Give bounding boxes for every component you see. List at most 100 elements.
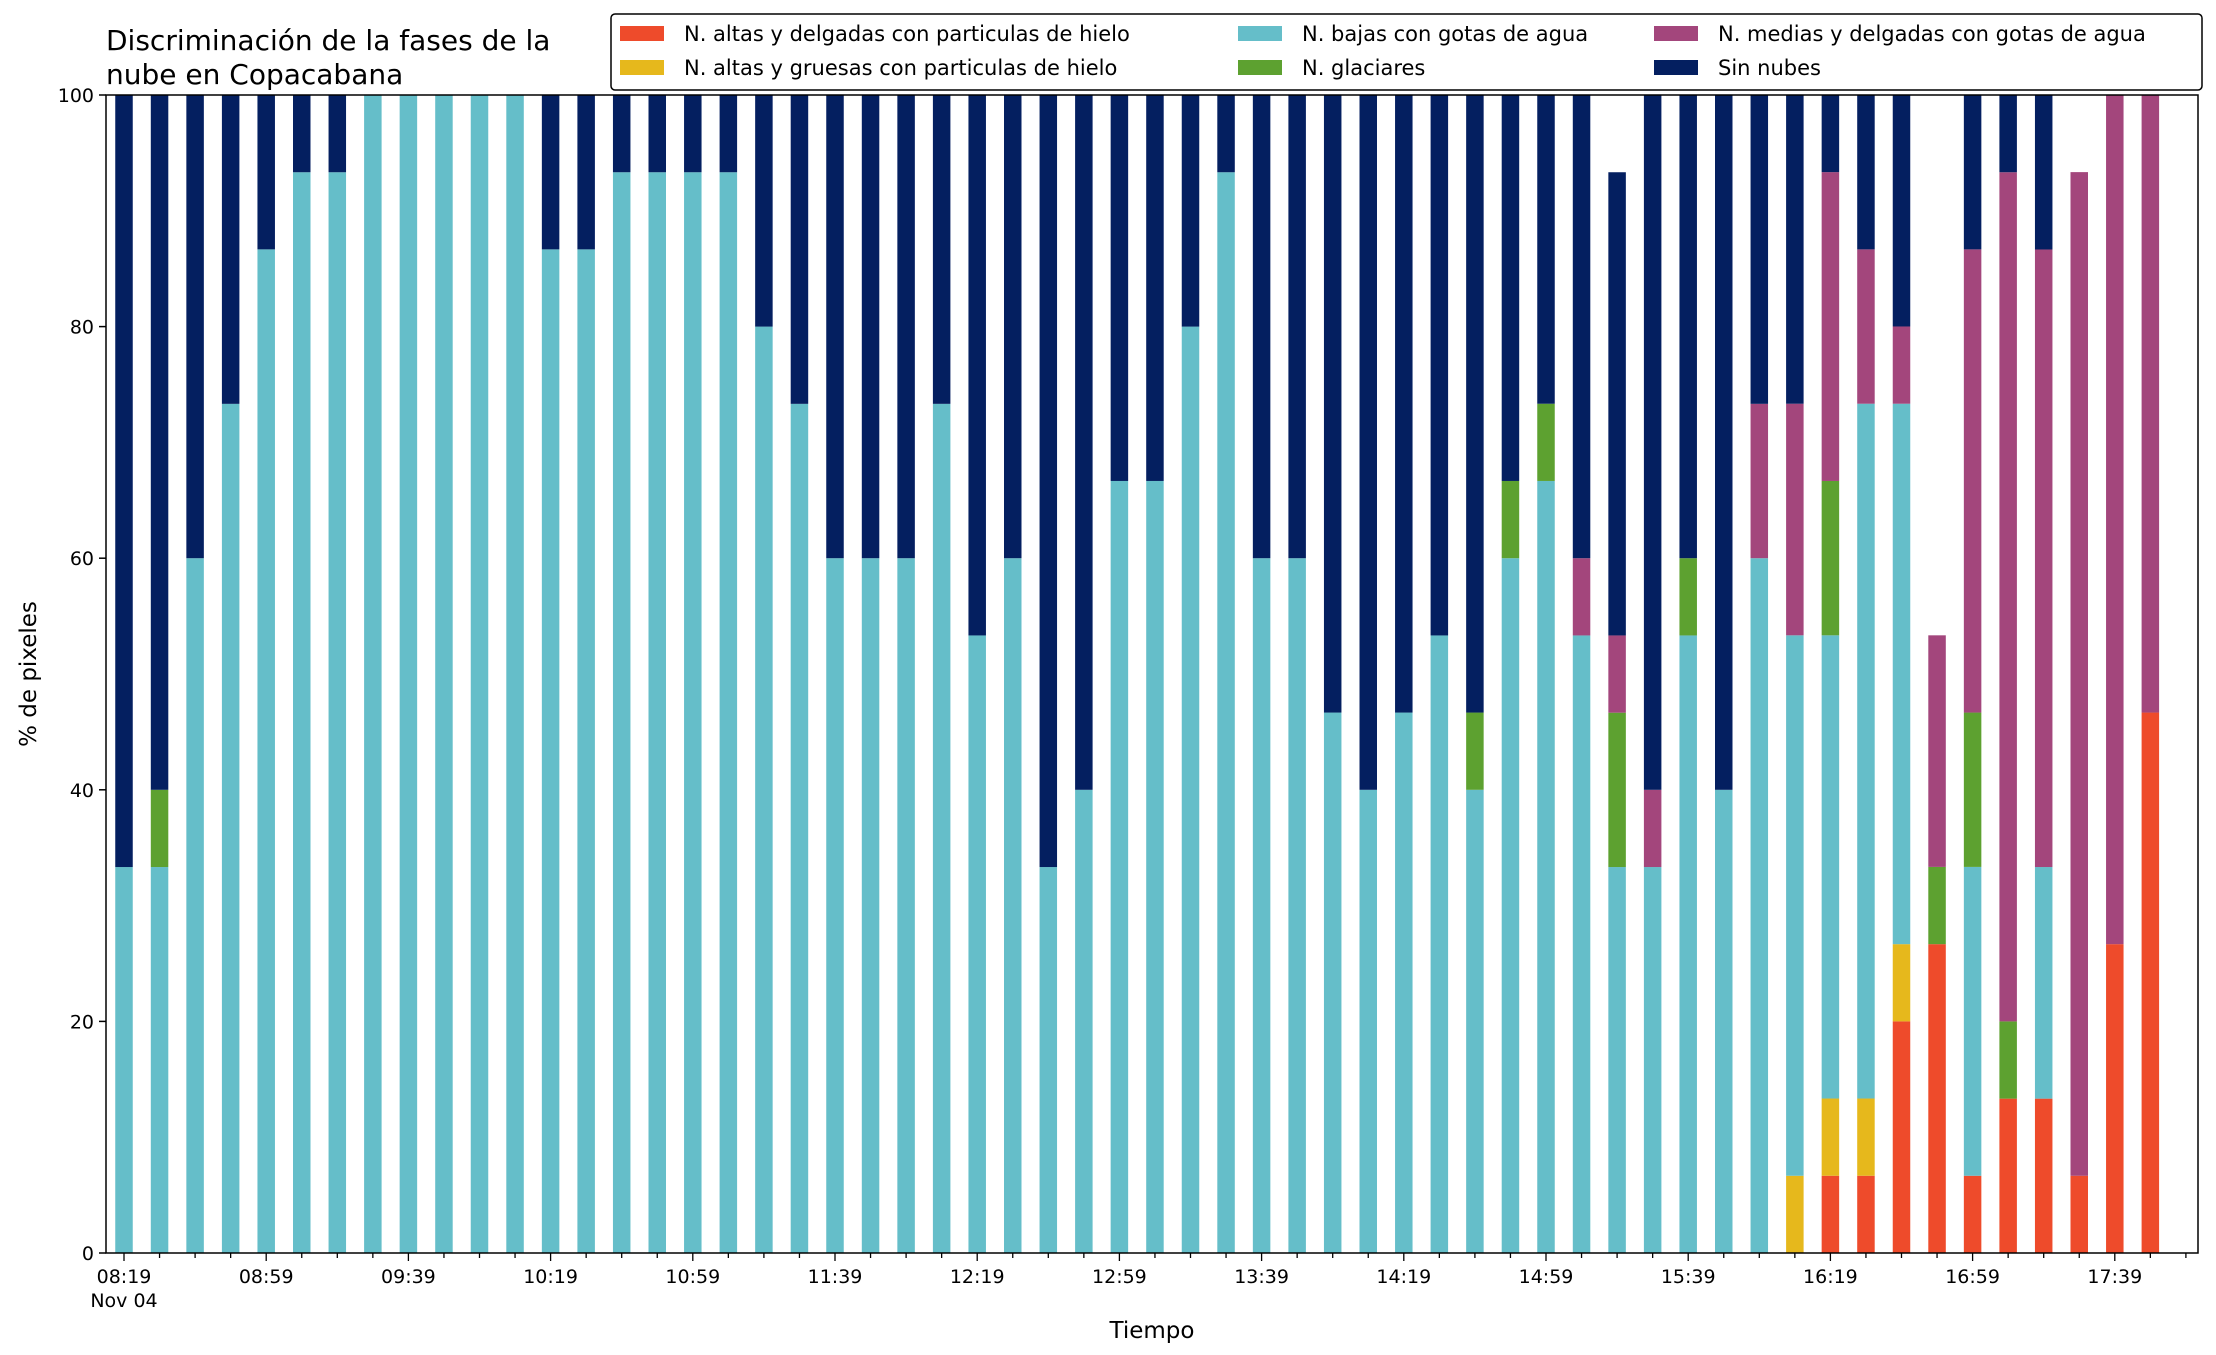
bar-segment [1715, 95, 1733, 790]
bar-segment [1146, 480, 1164, 1254]
bar-segment [790, 403, 809, 1254]
bar-segment [1039, 95, 1058, 868]
bar-segment [1786, 403, 1804, 636]
x-tick-label: 16:59 [1945, 1266, 2000, 1288]
bar-segment [506, 95, 524, 1253]
bar-segment [470, 95, 489, 1253]
bar-segment [1857, 95, 1875, 250]
y-axis: 0 20 40 60 80 100 [58, 85, 106, 1265]
y-tick-label: 80 [70, 317, 94, 339]
bar-segment [1821, 95, 1840, 173]
bar-segment [1892, 944, 1911, 1022]
bar-segment [684, 95, 702, 173]
bar-segment [541, 249, 560, 1254]
bar-segment [932, 403, 951, 1254]
legend-swatch [620, 60, 664, 75]
bar-segment [1999, 1098, 2017, 1253]
bar-segment [328, 172, 347, 1254]
bar-segment [1679, 95, 1697, 559]
bar-segment [1999, 172, 2017, 1022]
chart-legend: N. altas y delgadas con particulas de hi… [610, 13, 2203, 91]
x-tick-label: 15:39 [1661, 1266, 1716, 1288]
bar-segment [897, 558, 915, 1253]
bar-segment [1999, 95, 2017, 173]
legend-label: Sin nubes [1718, 56, 1821, 80]
bar-segment [1821, 480, 1840, 636]
bar-segment [1786, 635, 1804, 1176]
bar-segment [1075, 95, 1093, 790]
bar-segment [790, 95, 809, 404]
bar-segment [1572, 558, 1591, 636]
bar-segment [1821, 172, 1840, 481]
bar-segment [1359, 789, 1377, 1253]
bar-segment [1786, 95, 1804, 404]
bar-segment [1039, 867, 1058, 1253]
bar-segment [1288, 95, 1306, 559]
bar-segment [1643, 95, 1662, 790]
bar-segment [186, 95, 204, 559]
bar-segment [1075, 789, 1093, 1253]
bar-segment [399, 95, 418, 1253]
bar-segment [1821, 635, 1840, 1099]
bar-segment [755, 326, 773, 1254]
x-axis-title: Tiempo [1109, 1318, 1195, 1344]
bar-segment [1323, 95, 1342, 713]
legend-swatch [620, 26, 664, 41]
bar-segment [1999, 1021, 2017, 1099]
x-tick-label: Nov 04 [90, 1290, 157, 1312]
x-tick-label: 08:19 [97, 1266, 152, 1288]
bar-segment [1892, 95, 1911, 327]
y-tick-label: 40 [70, 780, 94, 802]
bar-segment [1928, 866, 1946, 945]
bar-segment [1608, 712, 1626, 868]
x-tick-label: 14:19 [1376, 1266, 1431, 1288]
bar-segment [684, 172, 702, 1254]
bar-segment [1963, 1175, 1982, 1253]
legend-label: N. medias y delgadas con gotas de agua [1718, 22, 2146, 46]
bar-segment [648, 172, 666, 1254]
bar-segment [1715, 789, 1733, 1253]
bar-segment [115, 867, 133, 1253]
bar-segment [1146, 95, 1164, 481]
bar-segment [1252, 95, 1271, 559]
y-tick-label: 100 [58, 85, 94, 107]
bar-segment [1963, 712, 1982, 867]
bar-segment [221, 403, 240, 1254]
bar-segment [1004, 558, 1022, 1253]
x-tick-label: 10:59 [665, 1266, 720, 1288]
bar-segment [1323, 712, 1342, 1253]
bar-segment [1430, 95, 1449, 636]
bar-segment [221, 95, 240, 404]
bar-segment [612, 172, 631, 1254]
bar-segment [2034, 867, 2053, 1099]
bar-segment [1643, 789, 1662, 868]
bar-segment [2034, 1098, 2053, 1253]
y-axis-title: % de pixeles [16, 601, 42, 747]
bar-segment [2106, 944, 2124, 1253]
bar-segment [612, 95, 631, 173]
legend-swatch [1654, 60, 1698, 75]
bar-segment [1501, 558, 1520, 1253]
bar-segment [1679, 558, 1697, 636]
bar-segment [1643, 867, 1662, 1253]
bar-segment [328, 95, 347, 173]
bar-segment [932, 95, 951, 404]
legend-swatch [1238, 60, 1282, 75]
chart-title-line-1: Discriminación de la fases de la [106, 24, 550, 57]
bar-segment [150, 95, 169, 790]
bar-segment [2141, 712, 2160, 1253]
bar-segment [1857, 1175, 1875, 1253]
bar-segment [897, 95, 915, 559]
bar-segment [1537, 480, 1555, 1254]
bar-segment [257, 249, 275, 1254]
x-tick-label: 13:39 [1234, 1266, 1289, 1288]
legend-label: N. bajas con gotas de agua [1302, 22, 1588, 46]
bar-segment [1395, 712, 1413, 1253]
bar-segment [2070, 1175, 2088, 1253]
bar-segment [1217, 172, 1235, 1254]
bar-segment [2106, 95, 2124, 945]
bar-segment [1857, 249, 1875, 404]
x-tick-label: 16:19 [1803, 1266, 1858, 1288]
bar-segment [293, 172, 311, 1254]
